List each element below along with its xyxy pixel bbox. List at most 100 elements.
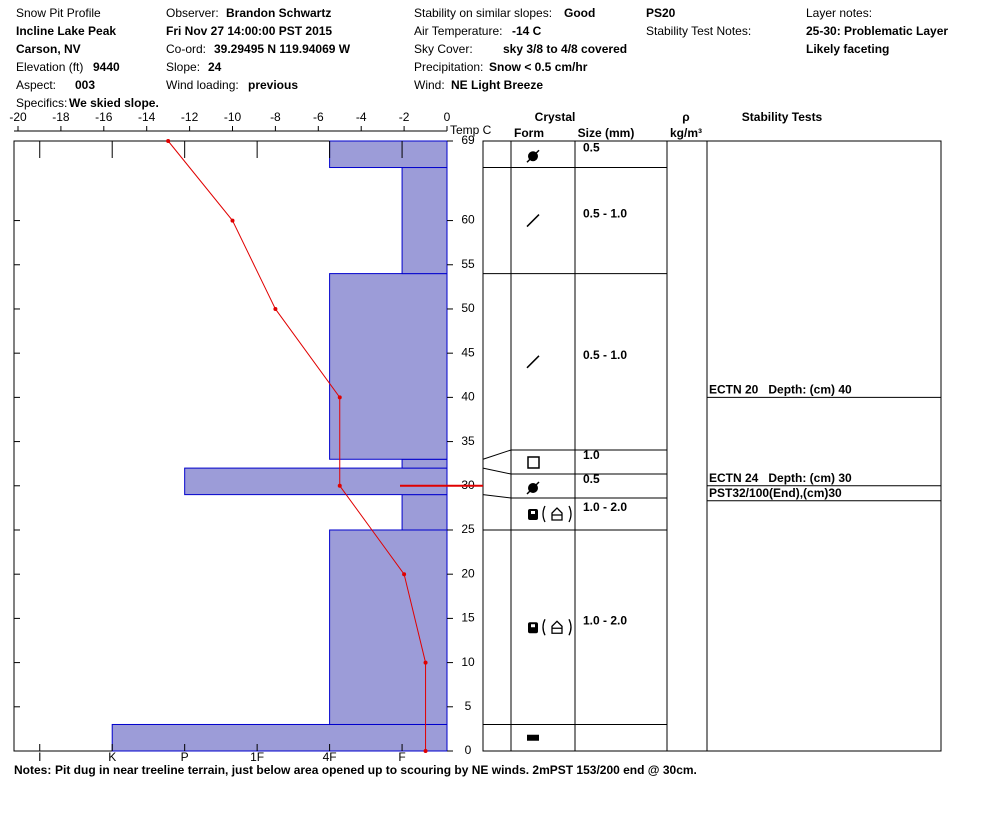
crystal-form	[526, 355, 540, 369]
region: Carson, NV	[16, 42, 81, 56]
test-label: ECTN 24 Depth: (cm) 30	[709, 471, 852, 485]
datetime: Fri Nov 27 14:00:00 PST 2015	[166, 24, 332, 38]
x-tick-label: 0	[444, 110, 451, 124]
x-tick-label: -2	[399, 110, 410, 124]
crystal-size: 0.5 - 1.0	[583, 207, 627, 221]
temperature-point	[273, 306, 278, 311]
y-tick-label: 10	[461, 655, 475, 669]
y-tick-label: 20	[461, 566, 475, 580]
x-tick-label: -18	[52, 110, 70, 124]
x-tick-label: -6	[313, 110, 324, 124]
y-tick-label: 50	[461, 301, 475, 315]
field-value: 003	[75, 78, 95, 92]
test-label: PST32/100(End),(cm)30	[709, 486, 842, 500]
field-label: Wind:	[414, 78, 445, 92]
field-value: We skied slope.	[69, 96, 159, 110]
layer-connector	[482, 467, 512, 475]
y-tick-label: 25	[461, 522, 475, 536]
y-tick-label: 40	[461, 390, 475, 404]
field-value: Snow < 0.5 cm/hr	[489, 60, 588, 74]
hardness-label: 4F	[323, 750, 337, 764]
axis-label: Temp C	[450, 123, 492, 137]
hardness-bar	[184, 467, 448, 496]
y-tick-label: 69	[461, 133, 475, 147]
field-value: 9440	[93, 60, 120, 74]
hardness-bar	[401, 494, 448, 531]
crystal-size: 1.0 - 2.0	[583, 613, 627, 627]
layer-note: 25-30: Problematic Layer	[806, 24, 948, 38]
crystal-form	[526, 481, 540, 495]
field-value: Good	[564, 6, 595, 20]
field-label: Slope:	[166, 60, 200, 74]
field-label: Wind loading:	[166, 78, 239, 92]
x-tick-label: -20	[9, 110, 27, 124]
hardness-bar	[329, 273, 448, 460]
y-tick-label: 55	[461, 257, 475, 271]
y-tick-label: 0	[465, 743, 472, 757]
column-header: Size (mm)	[578, 126, 635, 140]
field-label: Air Temperature:	[414, 24, 502, 38]
hardness-label: I	[38, 750, 41, 764]
table-frame	[482, 140, 942, 752]
column-header: Form	[514, 126, 544, 140]
x-tick-label: -14	[138, 110, 156, 124]
field-value: sky 3/8 to 4/8 covered	[503, 42, 627, 56]
layer-connector	[482, 449, 512, 460]
field-value: previous	[248, 78, 298, 92]
field-label: Precipitation:	[414, 60, 483, 74]
crystal-form	[542, 618, 572, 636]
field-label: Elevation (ft)	[16, 60, 83, 74]
column-header: Crystal	[535, 110, 576, 124]
column-header: Stability Tests	[742, 110, 823, 124]
hardness-label: P	[181, 750, 189, 764]
crystal-size: 0.5	[583, 472, 600, 486]
field-label: Stability Test Notes:	[646, 24, 751, 38]
location: Incline Lake Peak	[16, 24, 116, 38]
temperature-point	[337, 395, 342, 400]
crystal-size: 1.0	[583, 448, 600, 462]
crystal-form	[526, 149, 540, 163]
temperature-line	[167, 140, 427, 751]
crystal-form	[527, 734, 539, 741]
field-value: 39.29495 N 119.94069 W	[214, 42, 351, 56]
field-label: Sky Cover:	[414, 42, 473, 56]
layer-connector	[482, 494, 512, 499]
temperature-point	[423, 749, 428, 753]
field-value: -14 C	[512, 24, 542, 38]
hardness-bar	[401, 458, 448, 469]
field-label: Specifics:	[16, 96, 67, 110]
crystal-form	[526, 214, 540, 228]
x-tick-label: -16	[95, 110, 113, 124]
field-label: Observer:	[166, 6, 219, 20]
field-label: Layer notes:	[806, 6, 872, 20]
crystal-form	[527, 456, 540, 469]
y-tick-label: 45	[461, 345, 475, 359]
test-label: ECTN 20 Depth: (cm) 40	[709, 383, 852, 397]
hardness-bar	[401, 167, 448, 275]
field-label: Aspect:	[16, 78, 56, 92]
field-label: Stability on similar slopes:	[414, 6, 552, 20]
hardness-label: 1F	[250, 750, 264, 764]
temperature-point	[423, 660, 428, 665]
y-tick-label: 5	[465, 699, 472, 713]
crystal-size: 0.5 - 1.0	[583, 348, 627, 362]
y-tick-label: 15	[461, 611, 475, 625]
hardness-bar	[111, 723, 448, 752]
crystal-form	[528, 508, 538, 520]
field-value: 24	[208, 60, 222, 74]
crystal-size: 1.0 - 2.0	[583, 500, 627, 514]
field-value: Brandon Schwartz	[226, 6, 331, 20]
crystal-form	[531, 624, 535, 628]
x-tick-label: -12	[181, 110, 199, 124]
x-tick-label: -8	[270, 110, 281, 124]
field-label: Co-ord:	[166, 42, 206, 56]
x-tick-label: -10	[224, 110, 242, 124]
crystal-form	[551, 507, 563, 521]
notes-text: Pit dug in near treeline terrain, just b…	[55, 763, 697, 777]
crystal-form	[542, 505, 572, 523]
temperature-point	[402, 572, 407, 577]
temperature-point	[337, 483, 342, 488]
